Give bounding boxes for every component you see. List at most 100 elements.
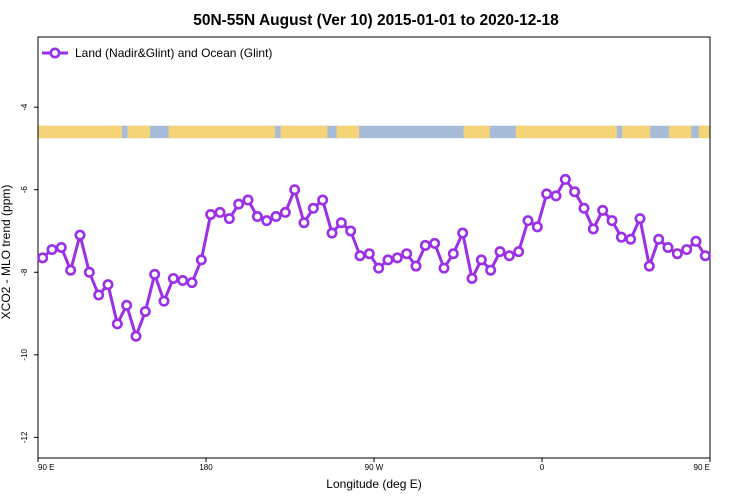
data-point <box>279 206 291 218</box>
data-point <box>167 272 179 284</box>
data-point <box>326 227 338 239</box>
data-point <box>195 254 207 266</box>
data-point <box>186 277 198 289</box>
legend: Land (Nadir&Glint) and Ocean (Glint) <box>42 46 272 60</box>
data-point <box>233 198 245 210</box>
data-point <box>111 318 123 330</box>
data-point <box>345 225 357 237</box>
strip-land-segment <box>38 125 122 139</box>
y-tick-label: -4 <box>20 103 29 111</box>
data-point <box>643 260 655 272</box>
data-point <box>354 250 366 262</box>
data-point <box>615 231 627 243</box>
data-point <box>307 202 319 214</box>
strip-land-segment <box>515 125 617 139</box>
data-point <box>93 289 105 301</box>
data-point <box>690 235 702 247</box>
data-point <box>447 248 459 260</box>
legend-label: Land (Nadir&Glint) and Ocean (Glint) <box>75 46 272 60</box>
data-point <box>158 295 170 307</box>
y-axis: -4 -6 -8 -10 -12 <box>20 103 38 443</box>
strip-land-segment <box>336 125 360 139</box>
data-point <box>205 208 217 220</box>
data-point <box>699 250 711 262</box>
data-point <box>55 242 67 254</box>
y-tick-label: -10 <box>20 348 29 360</box>
data-point <box>121 299 133 311</box>
data-point <box>149 268 161 280</box>
data-point <box>317 194 329 206</box>
data-point <box>419 239 431 251</box>
data-point <box>382 254 394 266</box>
data-point <box>177 275 189 287</box>
x-tick-label: 90 W <box>365 463 384 472</box>
data-point <box>503 250 515 262</box>
data-point <box>606 215 618 227</box>
plot-frame <box>37 36 711 459</box>
legend-marker <box>49 47 61 59</box>
strip-land-segment <box>698 125 710 139</box>
x-tick-label: 90 E <box>38 463 54 472</box>
data-point <box>298 217 310 229</box>
data-point <box>242 194 254 206</box>
strip-land-segment <box>280 125 328 139</box>
x-tick-label: 180 <box>199 463 213 472</box>
data-point <box>578 202 590 214</box>
data-point <box>65 264 77 276</box>
data-point <box>429 237 441 249</box>
y-tick-label: -8 <box>20 268 29 276</box>
data-point <box>83 266 95 278</box>
data-point <box>438 262 450 274</box>
data-point <box>671 248 683 260</box>
x-tick-label: 90 E <box>694 463 710 472</box>
y-tick-label: -12 <box>20 431 29 443</box>
data-point <box>466 272 478 284</box>
data-point <box>662 242 674 254</box>
series <box>37 173 711 342</box>
data-point <box>102 279 114 291</box>
data-point <box>139 305 151 317</box>
data-point <box>559 173 571 185</box>
data-point <box>587 223 599 235</box>
data-point <box>74 229 86 241</box>
data-point <box>522 215 534 227</box>
x-tick-label: 0 <box>540 463 545 472</box>
data-point <box>130 330 142 342</box>
data-point <box>401 248 413 260</box>
data-point <box>363 248 375 260</box>
data-point <box>37 252 49 264</box>
data-point <box>289 184 301 196</box>
data-point <box>494 246 506 258</box>
strip-land-segment <box>463 125 490 139</box>
data-point <box>653 233 665 245</box>
strip-land-segment <box>622 125 651 139</box>
x-axis: 90 E 180 90 W 0 90 E <box>37 458 711 472</box>
data-point <box>475 254 487 266</box>
data-point <box>391 252 403 264</box>
data-point <box>457 227 469 239</box>
data-point <box>410 260 422 272</box>
data-point <box>261 215 273 227</box>
data-point <box>485 264 497 276</box>
data-point <box>46 244 58 256</box>
data-point <box>270 211 282 223</box>
strip-land-segment <box>168 125 276 139</box>
data-point <box>550 190 562 202</box>
data-point <box>513 246 525 258</box>
data-point <box>373 262 385 274</box>
y-axis-label: XCO2 - MLO trend (ppm) <box>0 185 13 320</box>
strip-land-segment <box>668 125 692 139</box>
data-point <box>541 188 553 200</box>
strip-land-segment <box>127 125 150 139</box>
data-point <box>634 213 646 225</box>
data-point <box>251 211 263 223</box>
data-point <box>625 233 637 245</box>
data-point <box>335 217 347 229</box>
data-point <box>597 204 609 216</box>
data-point <box>214 206 226 218</box>
data-point <box>569 186 581 198</box>
data-point <box>531 221 543 233</box>
land-ocean-strip <box>38 125 710 139</box>
y-tick-label: -6 <box>20 186 29 194</box>
